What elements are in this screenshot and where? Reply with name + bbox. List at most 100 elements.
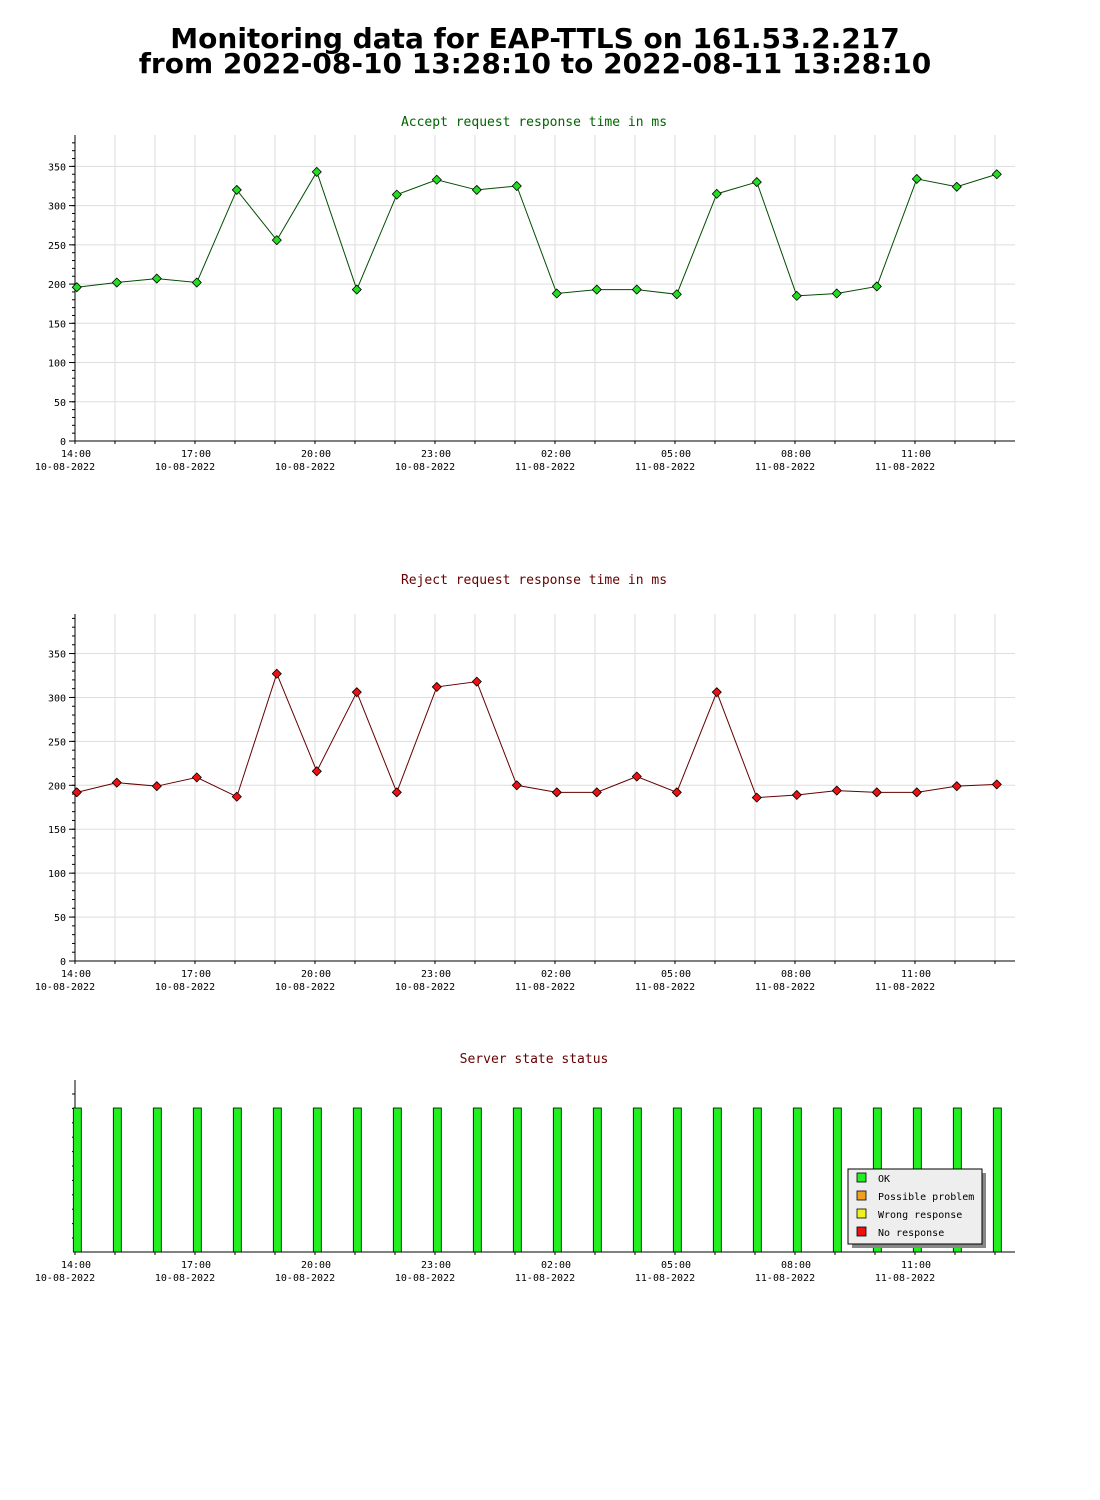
y-tick-label: 0 (60, 957, 66, 968)
status-bar (112, 1107, 122, 1253)
x-tick-time-label: 11:00 (901, 969, 931, 980)
data-point (231, 184, 242, 195)
data-point (351, 687, 362, 698)
x-tick-time-label: 11:00 (901, 1260, 931, 1271)
data-point (391, 189, 402, 200)
status-bar (752, 1107, 762, 1253)
x-tick-date-label: 11-08-2022 (755, 982, 815, 993)
y-tick-label: 150 (48, 319, 66, 330)
x-tick-time-label: 20:00 (301, 449, 331, 460)
x-tick-date-label: 10-08-2022 (35, 982, 95, 993)
y-tick-label: 0 (60, 437, 66, 448)
status-bar (832, 1107, 842, 1253)
data-point (871, 787, 882, 798)
accept-response-chart: 0 50 100 150 200 250 300 350 14:00 10-08-2022 17:0… (35, 135, 1015, 473)
x-tick-date-label: 11-08-2022 (515, 1273, 575, 1284)
x-tick-time-label: 05:00 (661, 969, 691, 980)
data-point (471, 184, 482, 195)
data-point (951, 181, 962, 192)
x-tick-time-label: 20:00 (301, 969, 331, 980)
data-point (711, 188, 722, 199)
x-tick-time-label: 14:00 (61, 969, 91, 980)
x-tick-date-label: 10-08-2022 (155, 462, 215, 473)
data-point (551, 288, 562, 299)
x-tick-time-label: 20:00 (301, 1260, 331, 1271)
reject-response-chart: 0 50 100 150 200 250 300 350 14:00 10-08-2022 17:0… (35, 614, 1015, 993)
data-point (151, 781, 162, 792)
data-point (991, 169, 1002, 180)
data-point (791, 789, 802, 801)
data-point (391, 787, 402, 798)
data-point (511, 180, 522, 192)
legend-label: Possible problem (878, 1192, 974, 1203)
x-tick-date-label: 10-08-2022 (395, 1273, 455, 1284)
data-point (111, 277, 122, 288)
status-bar (392, 1107, 402, 1253)
data-point (431, 174, 442, 185)
status-bar (312, 1107, 322, 1253)
x-tick-date-label: 10-08-2022 (155, 982, 215, 993)
status-bar (792, 1107, 802, 1253)
data-point (871, 281, 882, 292)
status-bar (672, 1107, 682, 1253)
x-tick-time-label: 11:00 (901, 449, 931, 460)
y-tick-label: 300 (48, 693, 66, 704)
x-tick-time-label: 17:00 (181, 449, 211, 460)
x-tick-time-label: 23:00 (421, 969, 451, 980)
reject-chart-title: Reject request response time in ms (401, 573, 667, 588)
data-point (671, 787, 682, 798)
x-tick-date-label: 10-08-2022 (275, 982, 335, 993)
x-tick-time-label: 05:00 (661, 1260, 691, 1271)
y-tick-label: 100 (48, 359, 66, 370)
page-title-line-1: Monitoring data for EAP-TTLS on 161.53.2… (170, 22, 900, 55)
y-tick-label: 200 (48, 781, 66, 792)
legend-box (847, 1168, 983, 1245)
x-tick-time-label: 08:00 (781, 969, 811, 980)
status-bar (472, 1107, 482, 1253)
y-tick-label: 50 (54, 398, 66, 409)
data-point (311, 766, 322, 777)
data-point (71, 282, 82, 293)
x-tick-date-label: 11-08-2022 (755, 462, 815, 473)
legend-label: No response (878, 1228, 944, 1239)
x-tick-time-label: 02:00 (541, 449, 571, 460)
x-tick-time-label: 08:00 (781, 449, 811, 460)
y-tick-label: 150 (48, 825, 66, 836)
legend-swatch (856, 1208, 867, 1219)
status-bar (272, 1107, 282, 1253)
data-point (591, 284, 602, 295)
legend-swatch (856, 1172, 867, 1183)
status-legend: OK Possible problem Wrong response No respo… (847, 1168, 986, 1248)
y-tick-label: 250 (48, 241, 66, 252)
y-tick-label: 300 (48, 202, 66, 213)
data-point (311, 166, 322, 177)
x-tick-time-label: 02:00 (541, 969, 571, 980)
x-tick-time-label: 23:00 (421, 449, 451, 460)
legend-label: OK (878, 1174, 890, 1185)
legend-swatch (856, 1190, 867, 1201)
status-bar (432, 1107, 442, 1253)
x-tick-date-label: 11-08-2022 (875, 1273, 935, 1284)
data-point (71, 787, 82, 798)
status-bar (152, 1107, 162, 1253)
legend-swatch (856, 1226, 867, 1237)
status-bar (632, 1107, 642, 1253)
x-tick-time-label: 08:00 (781, 1260, 811, 1271)
data-point (591, 787, 602, 798)
data-point (671, 289, 682, 300)
status-bar (512, 1107, 522, 1253)
data-point (551, 787, 562, 798)
x-tick-date-label: 10-08-2022 (395, 462, 455, 473)
data-point (191, 277, 202, 288)
y-tick-label: 50 (54, 913, 66, 924)
y-tick-label: 200 (48, 280, 66, 291)
data-point (631, 284, 642, 295)
x-tick-date-label: 10-08-2022 (395, 982, 455, 993)
data-point (511, 780, 522, 791)
x-tick-date-label: 11-08-2022 (755, 1273, 815, 1284)
server-state-chart: 14:00 10-08-2022 17:00 10-08-2022 20:00 10-08… (35, 1080, 1015, 1284)
x-tick-date-label: 10-08-2022 (275, 1273, 335, 1284)
x-tick-date-label: 11-08-2022 (875, 462, 935, 473)
y-tick-label: 350 (48, 650, 66, 661)
data-point (751, 792, 762, 803)
